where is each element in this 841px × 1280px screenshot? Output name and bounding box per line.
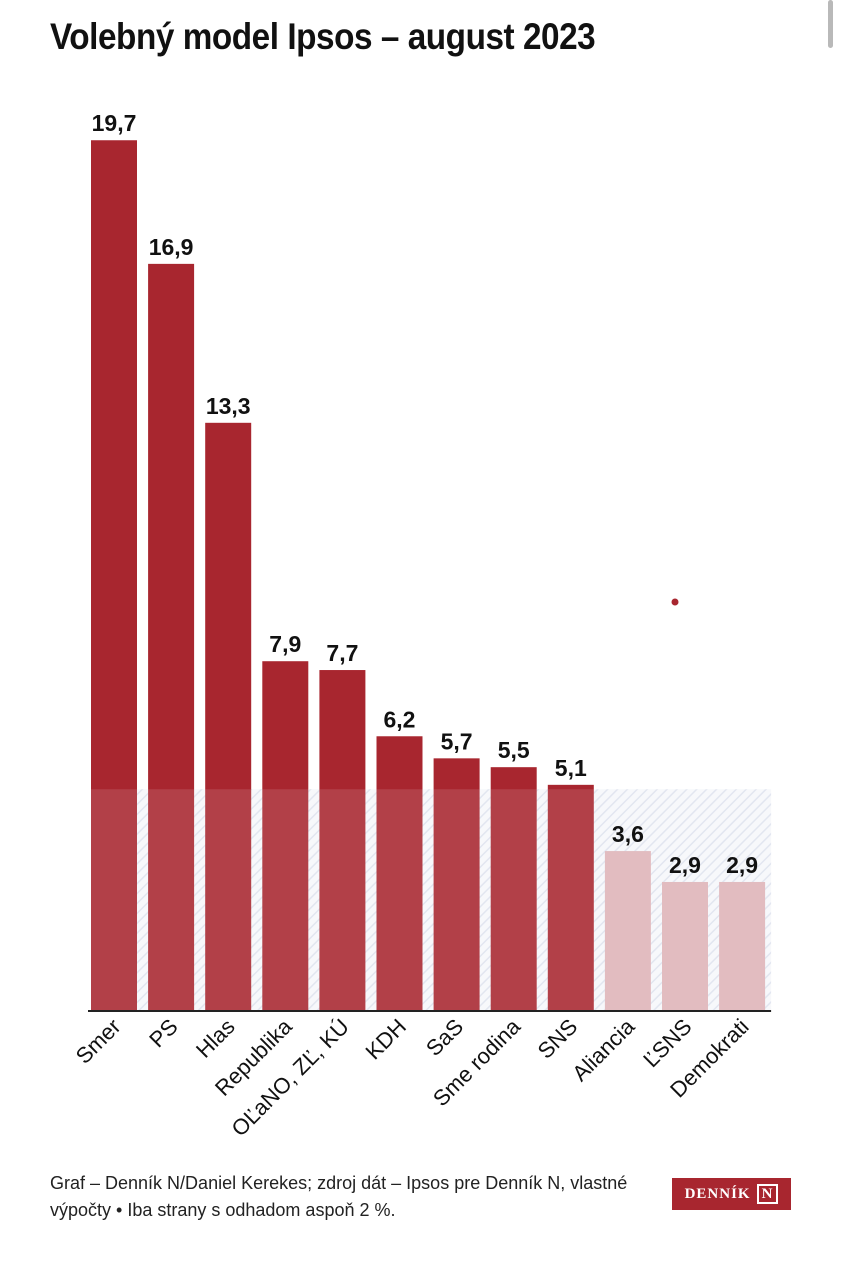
bar-value-label: 16,9 <box>149 234 194 260</box>
bar-value-label: 19,7 <box>92 110 137 136</box>
bar-value-label: 5,5 <box>498 737 530 763</box>
bar-3 <box>262 661 309 1010</box>
threshold-overlay <box>91 789 772 1010</box>
chart-title: Volebný model Ipsos – august 2023 <box>50 16 596 57</box>
bar-value-label: 5,1 <box>555 755 587 781</box>
bar-chart: 19,7Smer16,9PS13,3Hlas7,9Republika7,7OĽa… <box>71 110 772 1141</box>
marker-dot <box>671 598 679 606</box>
category-label: KDH <box>361 1014 412 1065</box>
bar-5 <box>376 736 423 1010</box>
category-label: SaS <box>421 1014 468 1061</box>
category-label: Hlas <box>191 1014 240 1063</box>
category-label: PS <box>144 1014 182 1052</box>
bar-value-label: 6,2 <box>384 706 416 732</box>
bar-6 <box>433 758 480 1010</box>
threshold-band <box>91 789 772 1010</box>
bar-9 <box>604 851 651 1010</box>
bar-1 <box>148 263 195 1010</box>
category-label: SNS <box>533 1014 583 1064</box>
bar-value-label: 7,7 <box>326 640 358 666</box>
bar-value-label: 2,9 <box>669 852 701 878</box>
bar-7 <box>490 767 537 1010</box>
logo-mark: N <box>756 1184 779 1204</box>
category-label: Aliancia <box>567 1013 640 1086</box>
bar-4 <box>319 670 366 1010</box>
bar-11 <box>719 881 766 1010</box>
scrollbar[interactable] <box>828 0 833 48</box>
source-note: Graf – Denník N/Daniel Kerekes; zdroj dá… <box>50 1173 628 1220</box>
bar-value-label: 13,3 <box>206 393 251 419</box>
bar-2 <box>205 422 252 1010</box>
category-label: Smer <box>71 1014 126 1069</box>
bar-8 <box>547 784 594 1010</box>
logo-text: DENNÍK <box>684 1185 751 1202</box>
bar-value-label: 7,9 <box>269 631 301 657</box>
bar-value-label: 2,9 <box>726 852 758 878</box>
bar-value-label: 3,6 <box>612 821 644 847</box>
bar-value-label: 5,7 <box>441 728 473 754</box>
bar-0 <box>91 140 137 1010</box>
bar-10 <box>662 881 708 1010</box>
dennik-n-logo: DENNÍK N <box>672 1178 791 1210</box>
